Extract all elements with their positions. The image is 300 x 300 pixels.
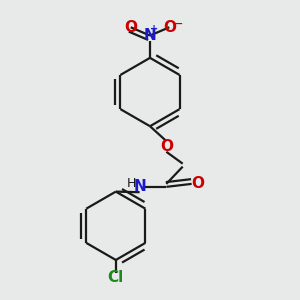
Text: H: H bbox=[127, 177, 136, 190]
Text: O: O bbox=[192, 176, 205, 191]
Text: N: N bbox=[144, 28, 156, 43]
Text: O: O bbox=[124, 20, 137, 35]
Text: O: O bbox=[163, 20, 176, 35]
Text: Cl: Cl bbox=[108, 270, 124, 285]
Text: −: − bbox=[172, 17, 184, 31]
Text: O: O bbox=[160, 139, 173, 154]
Text: +: + bbox=[150, 24, 158, 34]
Text: N: N bbox=[133, 179, 146, 194]
